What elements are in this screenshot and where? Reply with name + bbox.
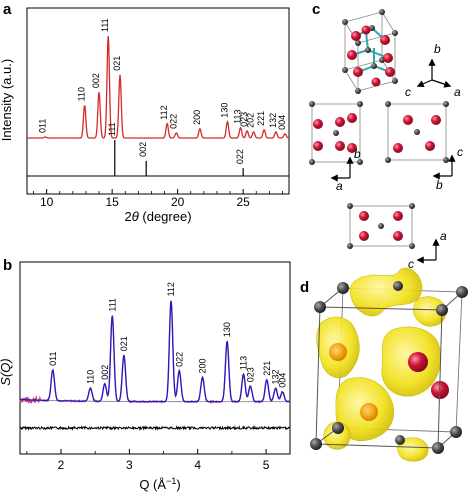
axis-label-top-vertical: b — [434, 42, 441, 56]
sq-peak-label: 112 — [166, 282, 176, 296]
panel-letter-d: d — [300, 279, 309, 296]
calc-peak-label: 113 — [233, 109, 243, 123]
panel-a-xtick-label: 20 — [171, 195, 185, 209]
calc-peak-label: 021 — [112, 56, 122, 71]
sq-peak-label: 221 — [262, 361, 272, 376]
sq-peak-label: 110 — [85, 370, 95, 384]
axis-label-ca-vertical: a — [440, 229, 447, 243]
calc-peak-label: 111 — [100, 18, 110, 32]
ref-peak-label: 111 — [107, 122, 117, 136]
panel-a-ref-pattern — [27, 140, 289, 177]
panel-b-xtick-label: 3 — [126, 458, 133, 472]
axes-triad-a-b — [330, 156, 354, 182]
panel-a-xlabel: 2θ (degree) — [124, 209, 191, 224]
axis-label-bc-vertical: c — [457, 145, 463, 159]
sq-fit-line — [19, 300, 290, 403]
sq-peak-label: 021 — [119, 336, 129, 351]
ref-peak-label: 022 — [235, 149, 245, 164]
sq-peak-label: 022 — [174, 352, 184, 367]
axes-triad-top — [416, 58, 452, 88]
panel-b-xlabel: Q (Å−1) — [139, 476, 180, 492]
calc-peak-label: 132 — [268, 113, 278, 128]
projection-a-b — [309, 101, 363, 165]
sq-peak-label: 111 — [107, 298, 117, 312]
axes-triad-b-c — [432, 154, 456, 180]
panel-b-xtick-label: 5 — [263, 458, 270, 472]
sq-peak-label: 113 — [239, 356, 249, 370]
sq-peak-label: 130 — [222, 322, 232, 337]
panel-a-xtick-label: 25 — [236, 195, 250, 209]
calc-peak-label: 023 — [239, 112, 249, 127]
calc-peak-label: 202 — [246, 113, 256, 128]
panel-b-xtick-label: 4 — [194, 458, 201, 472]
panel-a-ylabel: Intensity (a.u.) — [0, 59, 14, 141]
sq-peak-label: 200 — [198, 358, 208, 373]
calc-peak-label: 002 — [91, 73, 101, 88]
calc-peak-label: 112 — [159, 105, 169, 119]
panel-c: b c a b a — [309, 9, 463, 271]
sq-peak-label: 004 — [277, 373, 287, 388]
calc-peak-label: 011 — [37, 119, 47, 133]
panel-a-xtick-label: 10 — [40, 195, 54, 209]
panel-b-frame — [19, 261, 291, 455]
axes-triad-c-a — [416, 238, 440, 264]
cell-corner-atoms — [310, 281, 468, 454]
difference-line — [19, 425, 291, 431]
panel-letter-c: c — [312, 1, 320, 18]
sq-peak-label: 011 — [48, 351, 58, 365]
calc-peak-label: 110 — [77, 87, 87, 101]
sq-peak-label: 132 — [271, 369, 281, 384]
panel-b-xticks: 2 3 4 5 — [26, 449, 270, 472]
panel-b-curves — [19, 300, 291, 431]
axis-label-top-diagonal: a — [454, 85, 461, 99]
calc-peak-label: 004 — [277, 115, 287, 130]
calc-peak-label: 022 — [168, 114, 178, 129]
calc-peak-label: 221 — [256, 111, 266, 126]
crystal-3d-view — [342, 9, 398, 94]
panel-b-ylabel: S(Q) — [0, 358, 13, 385]
panel-b-xtick-label: 2 — [58, 458, 65, 472]
projection-c-a — [347, 203, 415, 249]
axis-label-bc-horizontal: b — [436, 178, 443, 192]
sq-peak-label: 023 — [245, 367, 255, 382]
calc-peak-label: 200 — [192, 110, 202, 125]
axis-label-ab-vertical: b — [354, 147, 361, 161]
panel-a-xticks: 10 15 20 25 — [33, 189, 283, 209]
projection-b-c — [385, 101, 449, 163]
panel-letter-a: a — [3, 1, 12, 18]
panel-a-calc-pattern — [27, 35, 290, 139]
calc-peak-label: 130 — [219, 103, 229, 118]
panel-a-frame — [26, 7, 290, 195]
panel-a-xtick-label: 15 — [105, 195, 119, 209]
sq-peak-label: 002 — [100, 365, 110, 380]
axis-label-ab-horizontal: a — [336, 179, 343, 193]
panel-d — [310, 267, 468, 462]
axis-label-top-horizontal: c — [405, 85, 411, 99]
ref-peak-label: 002 — [138, 142, 148, 157]
axis-label-ca-horizontal: c — [408, 257, 414, 271]
calc-pattern-line — [27, 35, 290, 139]
panel-letter-b: b — [3, 257, 12, 274]
